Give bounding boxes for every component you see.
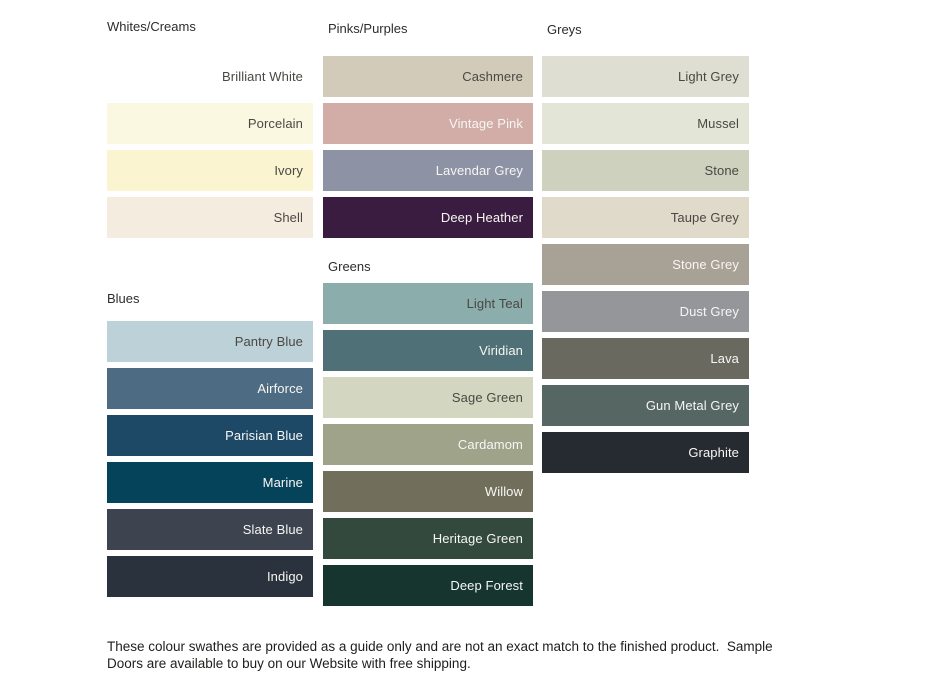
section-whites-creams: Whites/Creams Brilliant White Porcelain Iv… xyxy=(107,19,313,244)
swatch-label: Mussel xyxy=(697,116,739,131)
swatch-label: Slate Blue xyxy=(242,522,303,537)
swatch-ivory: Ivory xyxy=(107,150,313,191)
swatch-label: Vintage Pink xyxy=(449,116,523,131)
swatch-label: Porcelain xyxy=(247,116,303,131)
swatch-label: Parisian Blue xyxy=(225,428,303,443)
swatch-cardamom: Cardamom xyxy=(323,424,533,465)
swatch-label: Heritage Green xyxy=(432,531,523,546)
swatch-brilliant-white: Brilliant White xyxy=(107,56,313,97)
swatch-viridian: Viridian xyxy=(323,330,533,371)
swatch-taupe-grey: Taupe Grey xyxy=(542,197,749,238)
section-blues: Blues Pantry Blue Airforce Parisian Blue Ma… xyxy=(107,291,313,603)
section-greys: Greys Light Grey Mussel Stone Taupe Grey Sto… xyxy=(542,22,749,479)
swatch-stone: Stone xyxy=(542,150,749,191)
footer-line-1: These colour swathes are provided as a g… xyxy=(107,639,773,654)
swatch-label: Sage Green xyxy=(451,390,523,405)
swatch-list-greys: Light Grey Mussel Stone Taupe Grey Stone Gre… xyxy=(542,56,749,473)
swatch-sage-green: Sage Green xyxy=(323,377,533,418)
swatch-label: Graphite xyxy=(688,445,739,460)
swatch-label: Lava xyxy=(710,351,739,366)
swatch-label: Airforce xyxy=(257,381,303,396)
swatch-label: Lavendar Grey xyxy=(435,163,523,178)
swatch-airforce: Airforce xyxy=(107,368,313,409)
section-greens: Greens Light Teal Viridian Sage Green Carda… xyxy=(323,259,533,612)
swatch-label: Cashmere xyxy=(462,69,523,84)
swatch-label: Cardamom xyxy=(457,437,523,452)
swatch-label: Taupe Grey xyxy=(670,210,739,225)
swatch-lava: Lava xyxy=(542,338,749,379)
swatch-list-pinks-purples: Cashmere Vintage Pink Lavendar Grey Deep He… xyxy=(323,56,533,238)
swatch-label: Indigo xyxy=(266,569,303,584)
swatch-vintage-pink: Vintage Pink xyxy=(323,103,533,144)
section-title-greys: Greys xyxy=(547,22,582,37)
swatch-label: Deep Heather xyxy=(440,210,523,225)
swatch-porcelain: Porcelain xyxy=(107,103,313,144)
swatch-mussel: Mussel xyxy=(542,103,749,144)
swatch-indigo: Indigo xyxy=(107,556,313,597)
swatch-label: Dust Grey xyxy=(679,304,739,319)
swatch-label: Pantry Blue xyxy=(234,334,303,349)
section-title-whites-creams: Whites/Creams xyxy=(107,19,196,34)
section-title-greens: Greens xyxy=(328,259,371,274)
swatch-deep-heather: Deep Heather xyxy=(323,197,533,238)
swatch-label: Viridian xyxy=(479,343,523,358)
swatch-label: Gun Metal Grey xyxy=(645,398,739,413)
swatch-label: Willow xyxy=(484,484,523,499)
footer-disclaimer: These colour swathes are provided as a g… xyxy=(107,639,862,672)
swatch-dust-grey: Dust Grey xyxy=(542,291,749,332)
swatch-light-teal: Light Teal xyxy=(323,283,533,324)
swatch-light-grey: Light Grey xyxy=(542,56,749,97)
swatch-list-greens: Light Teal Viridian Sage Green Cardamom Will… xyxy=(323,283,533,606)
section-title-blues: Blues xyxy=(107,291,140,306)
swatch-label: Deep Forest xyxy=(450,578,523,593)
swatch-label: Ivory xyxy=(274,163,303,178)
swatch-willow: Willow xyxy=(323,471,533,512)
swatch-shell: Shell xyxy=(107,197,313,238)
swatch-lavendar-grey: Lavendar Grey xyxy=(323,150,533,191)
swatch-label: Light Grey xyxy=(678,69,739,84)
swatch-label: Light Teal xyxy=(466,296,523,311)
swatch-gun-metal-grey: Gun Metal Grey xyxy=(542,385,749,426)
section-title-pinks-purples: Pinks/Purples xyxy=(328,21,408,36)
swatch-deep-forest: Deep Forest xyxy=(323,565,533,606)
swatch-pantry-blue: Pantry Blue xyxy=(107,321,313,362)
swatch-stone-grey: Stone Grey xyxy=(542,244,749,285)
swatch-graphite: Graphite xyxy=(542,432,749,473)
swatch-label: Shell xyxy=(273,210,303,225)
swatch-heritage-green: Heritage Green xyxy=(323,518,533,559)
swatch-list-whites-creams: Brilliant White Porcelain Ivory Shell xyxy=(107,56,313,238)
swatch-parisian-blue: Parisian Blue xyxy=(107,415,313,456)
swatch-label: Stone Grey xyxy=(672,257,739,272)
section-pinks-purples: Pinks/Purples Cashmere Vintage Pink Lavend… xyxy=(323,21,533,244)
swatch-slate-blue: Slate Blue xyxy=(107,509,313,550)
swatch-marine: Marine xyxy=(107,462,313,503)
swatch-label: Brilliant White xyxy=(222,69,303,84)
swatch-label: Marine xyxy=(262,475,303,490)
swatch-label: Stone xyxy=(704,163,739,178)
swatch-list-blues: Pantry Blue Airforce Parisian Blue Marine Sl… xyxy=(107,321,313,597)
swatch-cashmere: Cashmere xyxy=(323,56,533,97)
footer-line-2: Doors are available to buy on our Websit… xyxy=(107,655,471,671)
